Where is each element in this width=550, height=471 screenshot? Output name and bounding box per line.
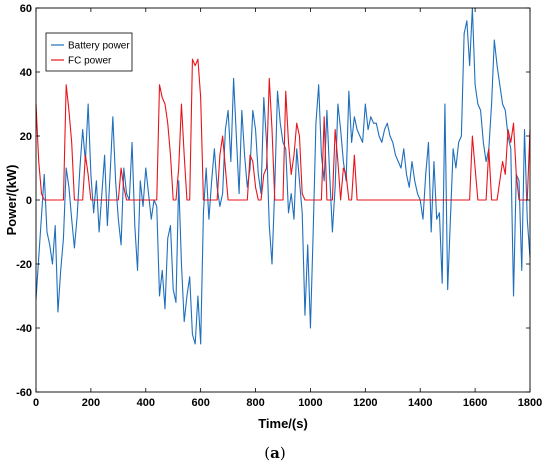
y-tick-label: -40 [16, 323, 32, 335]
y-tick-label: 60 [20, 3, 32, 15]
x-tick-label: 1600 [463, 397, 487, 409]
x-tick-label: 1200 [353, 397, 377, 409]
x-tick-label: 600 [191, 397, 209, 409]
y-axis-title: Power/(kW) [4, 165, 19, 236]
legend-label-battery: Battery power [68, 41, 130, 52]
series-line-fc-power [35, 58, 531, 201]
y-tick-label: 20 [20, 131, 32, 143]
tick-labels: 0 200 400 600 800 1000 1200 1400 1600 18006040200… [16, 3, 542, 409]
x-tick-label: 0 [33, 397, 39, 409]
y-tick-label: -20 [16, 259, 32, 271]
x-tick-label: 1000 [298, 397, 322, 409]
y-tick-label: -60 [16, 387, 32, 399]
y-tick-label: 0 [26, 195, 32, 207]
legend: Battery power FC power [45, 32, 133, 72]
caption-open-paren: ( [264, 444, 271, 462]
legend-box [45, 32, 133, 72]
figure-caption: (a) [0, 444, 550, 462]
x-tick-label: 1400 [408, 397, 432, 409]
legend-label-fc: FC power [68, 56, 112, 67]
axes-layer [35, 7, 531, 393]
series-line-battery-power [35, 7, 531, 345]
x-tick-label: 1800 [518, 397, 542, 409]
series-layer [35, 7, 531, 345]
x-tick-label: 200 [82, 397, 100, 409]
caption-close-paren: ) [279, 444, 286, 462]
y-tick-label: 40 [20, 67, 32, 79]
x-tick-label: 400 [137, 397, 155, 409]
x-axis-title: Time/(s) [258, 416, 308, 431]
caption-letter: a [270, 444, 280, 462]
x-tick-label: 800 [246, 397, 264, 409]
